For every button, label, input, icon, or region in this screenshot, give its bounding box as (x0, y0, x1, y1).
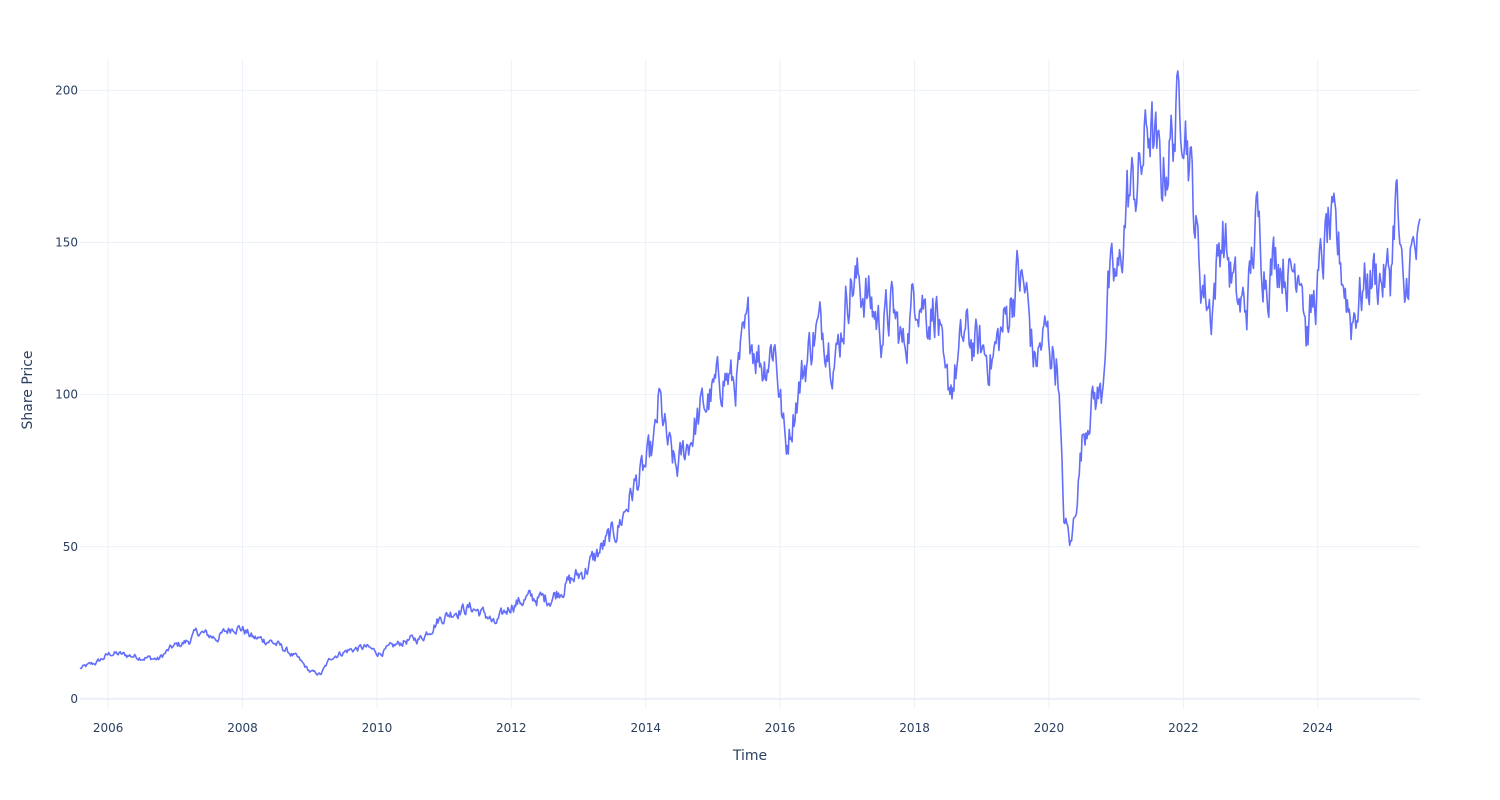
y-tick-label: 150 (55, 236, 78, 250)
x-tick-label: 2018 (899, 721, 930, 735)
x-tick-label: 2008 (227, 721, 258, 735)
gridlines (80, 60, 1420, 708)
x-tick-label: 2024 (1302, 721, 1333, 735)
x-tick-label: 2012 (496, 721, 527, 735)
y-axis-title: Share Price (20, 350, 36, 429)
tick-labels: 2006 2008 2010 2012 2014 2016 2018 2020 2022 2024… (55, 83, 1333, 735)
x-tick-label: 2022 (1168, 721, 1199, 735)
x-axis-title: Time (732, 748, 767, 764)
y-tick-label: 0 (70, 692, 78, 706)
x-tick-label: 2006 (93, 721, 124, 735)
x-tick-label: 2020 (1034, 721, 1065, 735)
x-tick-label: 2010 (362, 721, 393, 735)
y-tick-label: 50 (63, 540, 78, 554)
y-tick-label: 100 (55, 388, 78, 402)
x-tick-label: 2016 (765, 721, 796, 735)
share-price-line (79, 70, 1421, 676)
y-tick-label: 200 (55, 83, 78, 97)
x-tick-label: 2014 (630, 721, 661, 735)
